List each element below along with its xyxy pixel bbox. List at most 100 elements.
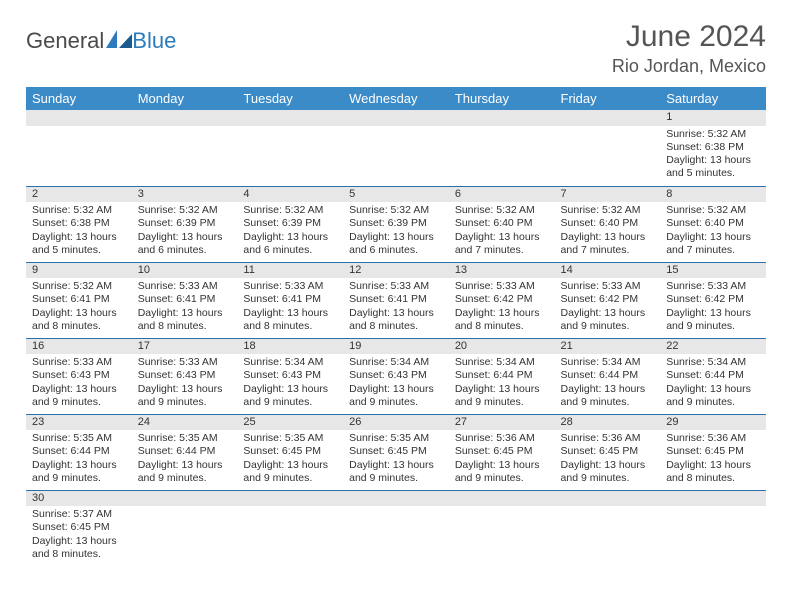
dl1-text: Daylight: 13 hours — [243, 459, 337, 472]
dl1-text: Daylight: 13 hours — [32, 459, 126, 472]
dl2-text: and 9 minutes. — [349, 396, 443, 409]
location-text: Rio Jordan, Mexico — [612, 56, 766, 77]
day-number-bar — [132, 491, 238, 507]
calendar-day-cell: 22Sunrise: 5:34 AMSunset: 6:44 PMDayligh… — [660, 338, 766, 414]
calendar-day-cell: 16Sunrise: 5:33 AMSunset: 6:43 PMDayligh… — [26, 338, 132, 414]
sunset-text: Sunset: 6:43 PM — [138, 369, 232, 382]
dl2-text: and 8 minutes. — [349, 320, 443, 333]
day-number: 4 — [237, 187, 343, 203]
dl1-text: Daylight: 13 hours — [349, 459, 443, 472]
calendar-day-cell: 28Sunrise: 5:36 AMSunset: 6:45 PMDayligh… — [555, 414, 661, 490]
sunset-text: Sunset: 6:43 PM — [32, 369, 126, 382]
calendar-day-cell: 20Sunrise: 5:34 AMSunset: 6:44 PMDayligh… — [449, 338, 555, 414]
dl2-text: and 6 minutes. — [243, 244, 337, 257]
day-number: 14 — [555, 263, 661, 279]
calendar-day-cell — [555, 490, 661, 566]
dl2-text: and 9 minutes. — [32, 396, 126, 409]
sunrise-text: Sunrise: 5:32 AM — [561, 204, 655, 217]
dl2-text: and 8 minutes. — [666, 472, 760, 485]
day-number: 23 — [26, 415, 132, 431]
dl1-text: Daylight: 13 hours — [561, 459, 655, 472]
calendar-day-cell: 19Sunrise: 5:34 AMSunset: 6:43 PMDayligh… — [343, 338, 449, 414]
day-details: Sunrise: 5:32 AMSunset: 6:40 PMDaylight:… — [660, 202, 766, 261]
dl2-text: and 9 minutes. — [455, 396, 549, 409]
calendar-day-cell — [132, 490, 238, 566]
day-number-bar — [555, 110, 661, 126]
sunrise-text: Sunrise: 5:32 AM — [666, 204, 760, 217]
sunset-text: Sunset: 6:44 PM — [32, 445, 126, 458]
dl1-text: Daylight: 13 hours — [32, 231, 126, 244]
sunrise-text: Sunrise: 5:32 AM — [666, 128, 760, 141]
day-number: 3 — [132, 187, 238, 203]
dl2-text: and 9 minutes. — [666, 396, 760, 409]
calendar-day-cell: 26Sunrise: 5:35 AMSunset: 6:45 PMDayligh… — [343, 414, 449, 490]
day-number-bar — [660, 491, 766, 507]
day-number: 30 — [26, 491, 132, 507]
dl1-text: Daylight: 13 hours — [243, 383, 337, 396]
sunrise-text: Sunrise: 5:36 AM — [455, 432, 549, 445]
dl2-text: and 7 minutes. — [455, 244, 549, 257]
day-number: 20 — [449, 339, 555, 355]
sunset-text: Sunset: 6:44 PM — [561, 369, 655, 382]
sunrise-text: Sunrise: 5:32 AM — [455, 204, 549, 217]
dl1-text: Daylight: 13 hours — [32, 307, 126, 320]
sunset-text: Sunset: 6:41 PM — [349, 293, 443, 306]
sunrise-text: Sunrise: 5:37 AM — [32, 508, 126, 521]
day-number-bar — [237, 491, 343, 507]
day-number: 11 — [237, 263, 343, 279]
weekday-header: Thursday — [449, 87, 555, 110]
day-details: Sunrise: 5:32 AMSunset: 6:38 PMDaylight:… — [26, 202, 132, 261]
day-number: 7 — [555, 187, 661, 203]
calendar-week-row: 16Sunrise: 5:33 AMSunset: 6:43 PMDayligh… — [26, 338, 766, 414]
calendar-week-row: 9Sunrise: 5:32 AMSunset: 6:41 PMDaylight… — [26, 262, 766, 338]
sail-icon — [106, 30, 132, 48]
dl1-text: Daylight: 13 hours — [349, 307, 443, 320]
dl1-text: Daylight: 13 hours — [138, 231, 232, 244]
dl1-text: Daylight: 13 hours — [666, 383, 760, 396]
sunrise-text: Sunrise: 5:33 AM — [349, 280, 443, 293]
sunrise-text: Sunrise: 5:35 AM — [349, 432, 443, 445]
calendar-day-cell: 29Sunrise: 5:36 AMSunset: 6:45 PMDayligh… — [660, 414, 766, 490]
day-details: Sunrise: 5:34 AMSunset: 6:44 PMDaylight:… — [555, 354, 661, 413]
sunset-text: Sunset: 6:41 PM — [32, 293, 126, 306]
calendar-day-cell: 27Sunrise: 5:36 AMSunset: 6:45 PMDayligh… — [449, 414, 555, 490]
day-number: 5 — [343, 187, 449, 203]
dl1-text: Daylight: 13 hours — [455, 231, 549, 244]
sunset-text: Sunset: 6:40 PM — [666, 217, 760, 230]
calendar-day-cell: 10Sunrise: 5:33 AMSunset: 6:41 PMDayligh… — [132, 262, 238, 338]
sunset-text: Sunset: 6:45 PM — [666, 445, 760, 458]
weekday-header: Tuesday — [237, 87, 343, 110]
sunset-text: Sunset: 6:41 PM — [243, 293, 337, 306]
day-number: 2 — [26, 187, 132, 203]
dl1-text: Daylight: 13 hours — [455, 459, 549, 472]
sunset-text: Sunset: 6:42 PM — [666, 293, 760, 306]
calendar-day-cell: 23Sunrise: 5:35 AMSunset: 6:44 PMDayligh… — [26, 414, 132, 490]
calendar-day-cell: 17Sunrise: 5:33 AMSunset: 6:43 PMDayligh… — [132, 338, 238, 414]
day-details: Sunrise: 5:37 AMSunset: 6:45 PMDaylight:… — [26, 506, 132, 565]
sunrise-text: Sunrise: 5:33 AM — [455, 280, 549, 293]
day-details: Sunrise: 5:34 AMSunset: 6:44 PMDaylight:… — [449, 354, 555, 413]
sunset-text: Sunset: 6:40 PM — [561, 217, 655, 230]
day-number: 18 — [237, 339, 343, 355]
day-details: Sunrise: 5:32 AMSunset: 6:40 PMDaylight:… — [449, 202, 555, 261]
dl2-text: and 7 minutes. — [666, 244, 760, 257]
dl2-text: and 9 minutes. — [138, 396, 232, 409]
day-number-bar — [555, 491, 661, 507]
calendar-day-cell: 18Sunrise: 5:34 AMSunset: 6:43 PMDayligh… — [237, 338, 343, 414]
dl1-text: Daylight: 13 hours — [32, 535, 126, 548]
dl2-text: and 9 minutes. — [455, 472, 549, 485]
sunset-text: Sunset: 6:44 PM — [138, 445, 232, 458]
dl2-text: and 8 minutes. — [243, 320, 337, 333]
dl2-text: and 9 minutes. — [666, 320, 760, 333]
calendar-day-cell: 30Sunrise: 5:37 AMSunset: 6:45 PMDayligh… — [26, 490, 132, 566]
day-details: Sunrise: 5:33 AMSunset: 6:41 PMDaylight:… — [237, 278, 343, 337]
dl1-text: Daylight: 13 hours — [243, 231, 337, 244]
sunset-text: Sunset: 6:42 PM — [561, 293, 655, 306]
sunset-text: Sunset: 6:43 PM — [243, 369, 337, 382]
calendar-week-row: 2Sunrise: 5:32 AMSunset: 6:38 PMDaylight… — [26, 186, 766, 262]
calendar-day-cell: 11Sunrise: 5:33 AMSunset: 6:41 PMDayligh… — [237, 262, 343, 338]
weekday-header: Wednesday — [343, 87, 449, 110]
day-details: Sunrise: 5:33 AMSunset: 6:42 PMDaylight:… — [555, 278, 661, 337]
day-number: 22 — [660, 339, 766, 355]
sunset-text: Sunset: 6:38 PM — [666, 141, 760, 154]
